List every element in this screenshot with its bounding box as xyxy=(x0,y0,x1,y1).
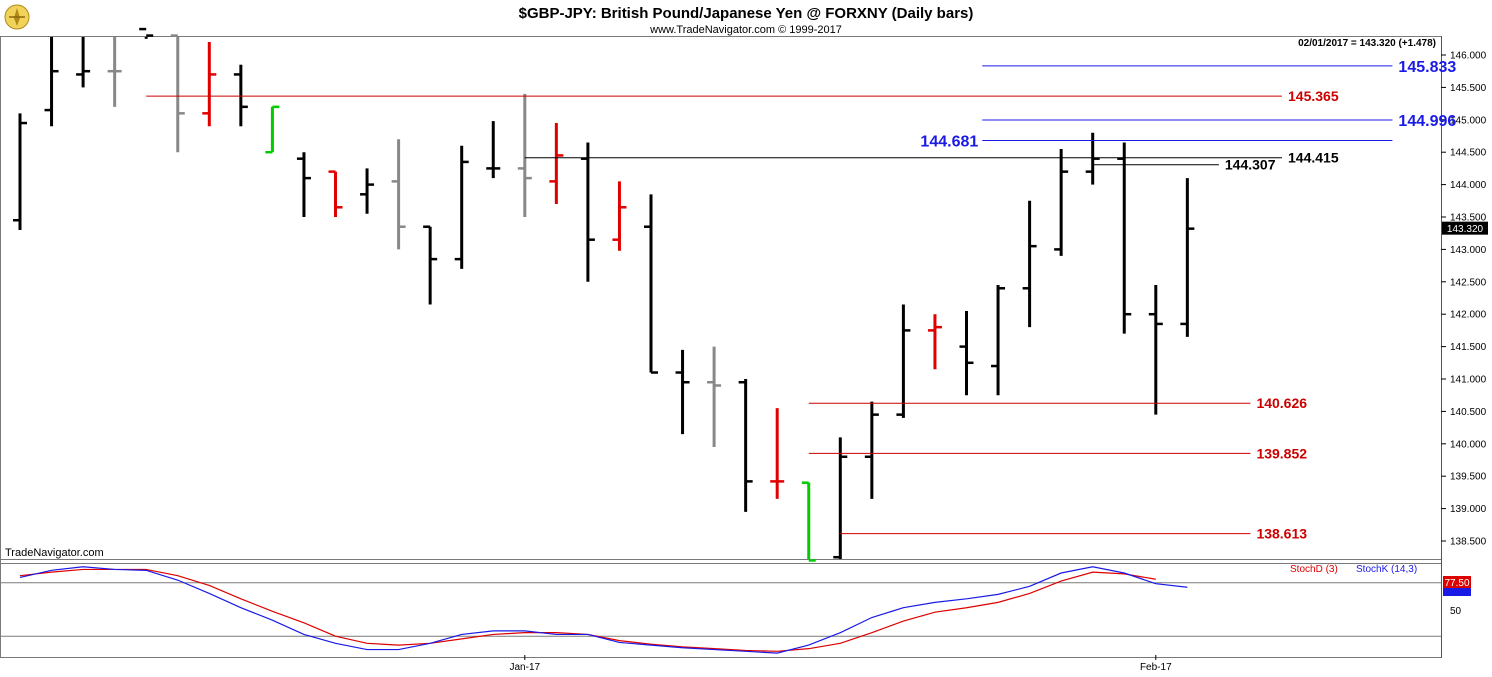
level-label: 140.626 xyxy=(1256,395,1307,411)
stoch-d-line xyxy=(19,568,1156,652)
stoch-k-value-tag xyxy=(1443,585,1471,596)
level-label: 144.681 xyxy=(920,133,978,150)
level-label: 145.833 xyxy=(1398,59,1456,76)
watermark: TradeNavigator.com xyxy=(5,547,104,559)
price-tick-label: 144.000 xyxy=(1450,180,1487,191)
stoch-tick-50: 50 xyxy=(1450,606,1462,617)
stoch-k-line xyxy=(19,566,1188,654)
last-price-tag: 143.320 xyxy=(1442,221,1488,235)
level-label: 144.996 xyxy=(1398,113,1456,130)
price-axis: 146.000 145.500 145.000 144.500 144.000 143.5… xyxy=(1441,51,1487,548)
time-axis: Jan-17 Feb-17 xyxy=(510,655,1172,673)
stoch-d-value-label: 77.50 xyxy=(1444,578,1469,589)
price-tick-label: 145.500 xyxy=(1450,83,1487,94)
price-tick-label: 143.000 xyxy=(1450,245,1487,256)
level-label: 139.852 xyxy=(1256,445,1307,461)
price-tick-label: 141.500 xyxy=(1450,342,1487,353)
chart-border xyxy=(0,36,1442,658)
price-tick-label: 139.500 xyxy=(1450,472,1487,483)
price-tick-label: 142.500 xyxy=(1450,277,1487,288)
price-levels: 145.833 145.365 144.996 144.681 144.415 144.3… xyxy=(146,59,1456,542)
price-tick-label: 145.000 xyxy=(1450,115,1487,126)
price-tick-label: 140.500 xyxy=(1450,407,1487,418)
price-tick-label: 144.500 xyxy=(1450,148,1487,159)
stoch-d-value-tag xyxy=(1443,576,1471,588)
level-label: 145.365 xyxy=(1288,88,1339,104)
last-price-label: 143.320 xyxy=(1447,224,1484,235)
price-tick-label: 140.000 xyxy=(1450,439,1487,450)
price-tick-label: 141.000 xyxy=(1450,375,1487,386)
price-tick-label: 143.500 xyxy=(1450,213,1487,224)
stoch-d-legend: StochD (3) xyxy=(1290,564,1338,575)
stochastic-pane: StochD (3) StochK (14,3) 77.50 50 xyxy=(0,564,1471,654)
price-tick-label: 146.000 xyxy=(1450,51,1487,62)
tradenavigator-logo-icon xyxy=(4,4,30,30)
price-tick-label: 142.000 xyxy=(1450,310,1487,321)
level-label: 144.415 xyxy=(1288,150,1339,166)
chart-title: $GBP-JPY: British Pound/Japanese Yen @ F… xyxy=(519,5,974,22)
price-bars xyxy=(13,27,1195,562)
level-label: 138.613 xyxy=(1256,526,1307,542)
price-tick-label: 138.500 xyxy=(1450,537,1487,548)
level-label: 144.307 xyxy=(1225,157,1276,173)
last-price-info: 02/01/2017 = 143.320 (+1.478) xyxy=(1298,38,1436,49)
time-tick-label: Jan-17 xyxy=(510,662,541,673)
chart-subtitle: www.TradeNavigator.com © 1999-2017 xyxy=(649,24,842,36)
stoch-k-legend: StochK (14,3) xyxy=(1356,564,1417,575)
time-tick-label: Feb-17 xyxy=(1140,662,1172,673)
price-tick-label: 139.000 xyxy=(1450,504,1487,515)
